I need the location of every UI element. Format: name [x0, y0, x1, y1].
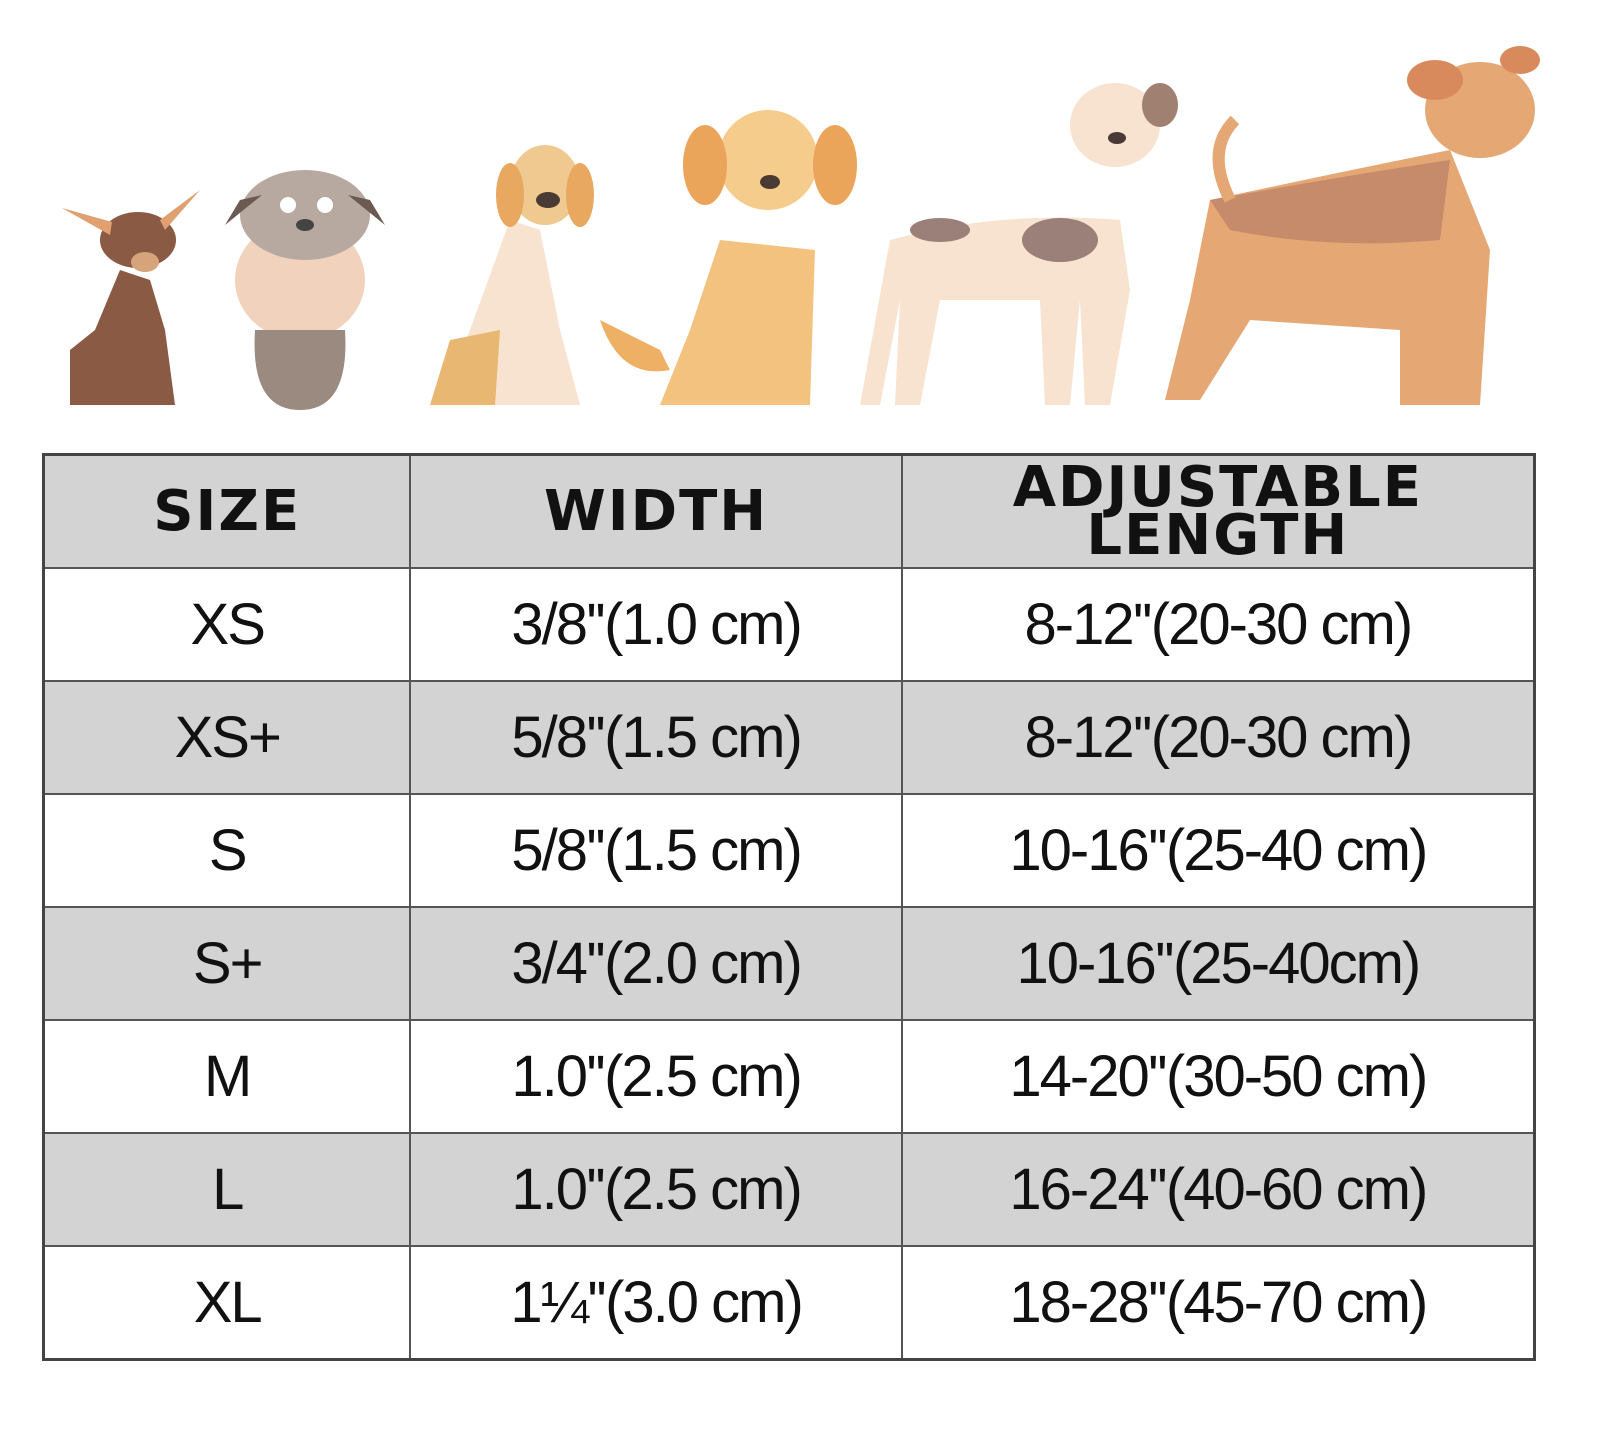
header-length: ADJUSTABLE LENGTH: [900, 453, 1536, 569]
width-cell: 5/8''(1.5 cm): [409, 680, 903, 795]
chihuahua-icon: [62, 190, 200, 405]
length-cell: 16-24''(40-60 cm): [900, 1132, 1536, 1247]
width-cell: 1.0''(2.5 cm): [409, 1019, 903, 1134]
size-cell: XL: [42, 1245, 412, 1361]
size-chart-table: SIZE WIDTH ADJUSTABLE LENGTH XS 3/8''(1.…: [42, 453, 1536, 1361]
width-cell: 1.0''(2.5 cm): [409, 1132, 903, 1247]
header-size: SIZE: [42, 453, 412, 569]
header-row: SIZE WIDTH ADJUSTABLE LENGTH: [42, 453, 1536, 569]
table-row: XS+ 5/8''(1.5 cm) 8-12''(20-30 cm): [42, 680, 1536, 795]
size-cell: M: [42, 1019, 412, 1134]
length-cell: 8-12''(20-30 cm): [900, 680, 1536, 795]
width-cell: 1¼''(3.0 cm): [409, 1245, 903, 1361]
length-cell: 8-12''(20-30 cm): [900, 567, 1536, 682]
width-cell: 5/8''(1.5 cm): [409, 793, 903, 908]
beagle-icon: [350, 145, 594, 405]
table-row: L 1.0''(2.5 cm) 16-24''(40-60 cm): [42, 1132, 1536, 1247]
great-dane-icon: [860, 83, 1178, 405]
table-row: M 1.0''(2.5 cm) 14-20''(30-50 cm): [42, 1019, 1536, 1134]
schnauzer-icon: [225, 170, 385, 410]
dog-illustrations: [62, 46, 1540, 410]
length-cell: 10-16''(25-40 cm): [900, 793, 1536, 908]
table-row: S+ 3/4''(2.0 cm) 10-16''(25-40cm): [42, 906, 1536, 1021]
size-cell: L: [42, 1132, 412, 1247]
table-row: XL 1¼''(3.0 cm) 18-28''(45-70 cm): [42, 1245, 1536, 1361]
size-cell: S: [42, 793, 412, 908]
width-cell: 3/8''(1.0 cm): [409, 567, 903, 682]
size-cell: XS+: [42, 680, 412, 795]
table-row: S 5/8''(1.5 cm) 10-16''(25-40 cm): [42, 793, 1536, 908]
width-cell: 3/4''(2.0 cm): [409, 906, 903, 1021]
golden-retriever-icon: [600, 110, 857, 405]
header-width: WIDTH: [409, 453, 903, 569]
length-cell: 14-20''(30-50 cm): [900, 1019, 1536, 1134]
size-cell: S+: [42, 906, 412, 1021]
airedale-terrier-icon: [1165, 46, 1540, 405]
size-cell: XS: [42, 567, 412, 682]
length-cell: 18-28''(45-70 cm): [900, 1245, 1536, 1361]
table-row: XS 3/8''(1.0 cm) 8-12''(20-30 cm): [42, 567, 1536, 682]
length-cell: 10-16''(25-40cm): [900, 906, 1536, 1021]
